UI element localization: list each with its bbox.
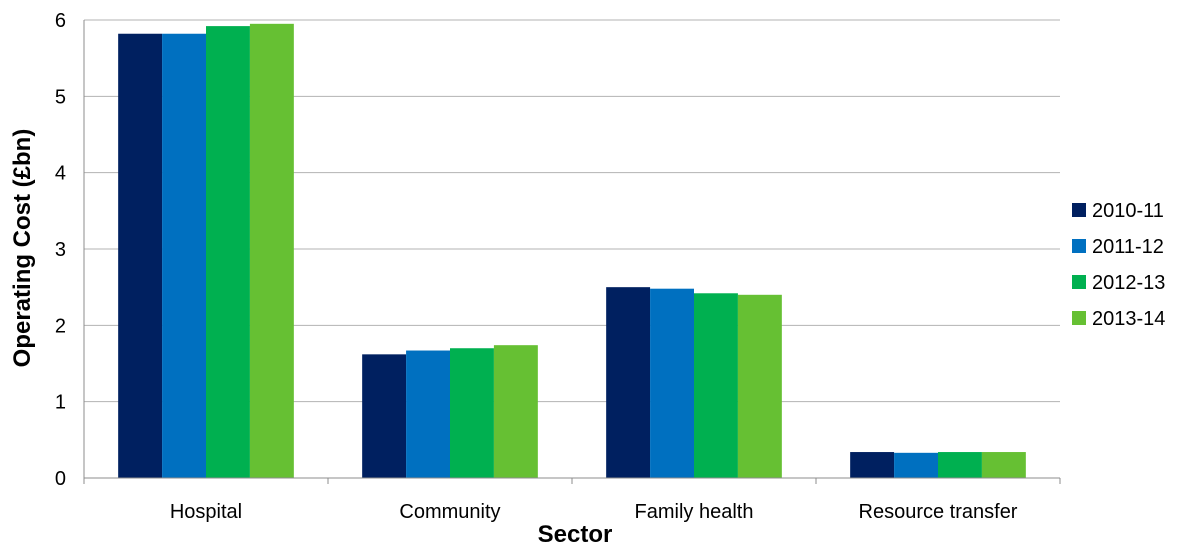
y-tick-label: 3 <box>55 239 66 261</box>
bar-2010-11-community <box>362 354 407 478</box>
bar-2011-12-family-health <box>650 288 694 478</box>
bar-2011-12-resource-transfer <box>894 452 938 478</box>
bar-2013-14-family-health <box>737 294 782 478</box>
legend: 2010-11 2011-12 2012-13 2013-14 <box>1072 200 1165 330</box>
bar-2013-14-community <box>493 345 538 478</box>
x-tick-label: Hospital <box>170 501 242 523</box>
bar-2011-12-hospital <box>162 33 206 479</box>
y-tick-label: 6 <box>55 10 66 32</box>
x-tick-label: Family health <box>635 501 754 523</box>
y-tick-label: 2 <box>55 315 66 337</box>
legend-swatch <box>1072 239 1086 253</box>
bar-2013-14-resource-transfer <box>981 452 1026 478</box>
bar-2010-11-family-health <box>606 287 651 478</box>
x-tick-label: Resource transfer <box>859 501 1018 523</box>
legend-swatch <box>1072 275 1086 289</box>
bar-2013-14-hospital <box>249 23 294 479</box>
y-tick-label: 4 <box>55 163 66 185</box>
bar-2011-12-community <box>406 350 450 478</box>
legend-swatch <box>1072 203 1086 217</box>
bar-2012-13-hospital <box>206 26 250 479</box>
x-tick-label: Community <box>399 501 500 523</box>
y-tick-label: 1 <box>55 392 66 414</box>
bars <box>118 23 1026 479</box>
y-tick-label: 5 <box>55 86 66 108</box>
legend-swatch <box>1072 311 1086 325</box>
legend-label: 2012-13 <box>1092 272 1165 294</box>
bar-2010-11-resource-transfer <box>850 452 895 478</box>
legend-label: 2011-12 <box>1092 236 1164 258</box>
y-axis-title: Operating Cost (£bn) <box>9 129 36 368</box>
axes: 0 1 2 3 4 5 6 Hospital Community Family health Res… <box>55 10 1061 523</box>
bar-2012-13-community <box>450 348 494 478</box>
bar-2012-13-resource-transfer <box>938 452 982 478</box>
x-axis-title: Sector <box>538 521 613 545</box>
y-tick-label: 0 <box>55 468 66 490</box>
bar-2010-11-hospital <box>118 33 163 479</box>
bar-2012-13-family-health <box>694 293 738 478</box>
legend-label: 2013-14 <box>1092 308 1165 330</box>
legend-label: 2010-11 <box>1092 200 1164 222</box>
